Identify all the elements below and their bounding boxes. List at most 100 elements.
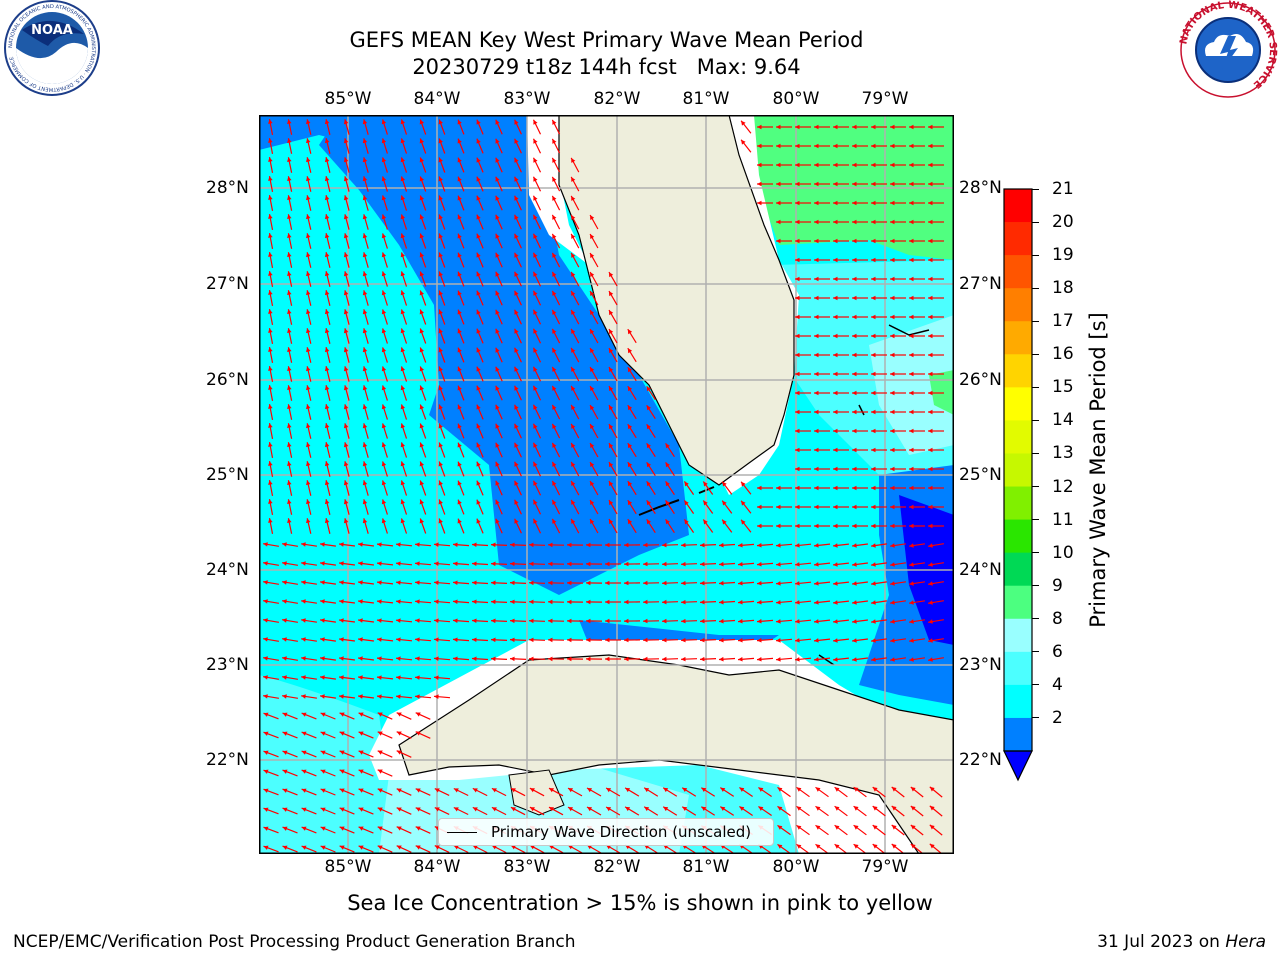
wave-arrow-head [606, 787, 612, 793]
wave-arrow-head [757, 638, 762, 643]
wave-arrow-head [453, 618, 458, 623]
wave-arrow-head [306, 423, 311, 429]
wave-arrow-head [381, 138, 387, 144]
colorbar-block [1004, 189, 1032, 223]
wave-arrow-head [282, 561, 287, 566]
wave-arrow-head [605, 599, 610, 605]
wave-arrow-head [324, 214, 330, 220]
wave-arrow-head [738, 562, 743, 567]
wave-arrow-head [852, 581, 857, 586]
wave-arrow-head [301, 694, 306, 699]
wave-arrow-head [776, 638, 781, 643]
wave-arrow-head [287, 290, 292, 295]
wave-arrow-head [362, 442, 368, 448]
wave-arrow-head [568, 845, 573, 850]
wave-arrow-head [552, 290, 557, 296]
wave-arrow-head [400, 157, 405, 163]
wave-arrow-head [358, 731, 364, 736]
wave-arrow-head [419, 214, 424, 220]
wave-arrow-head [833, 276, 838, 282]
wave-arrow-head [381, 233, 387, 239]
wave-arrow-head [453, 637, 458, 642]
wave-arrow-head [928, 447, 933, 453]
wave-arrow-head [571, 461, 576, 467]
wave-arrow-head [343, 138, 349, 144]
wave-arrow-head [643, 561, 648, 567]
wave-arrow-head [909, 257, 914, 263]
wave-arrow-head [400, 309, 405, 315]
wave-arrow-head [396, 845, 402, 850]
wave-arrow-head [377, 712, 383, 717]
wave-arrow-head [606, 806, 612, 812]
wave-arrow-head [681, 637, 686, 643]
wave-arrow-head [415, 580, 420, 585]
wave-arrow-head [777, 806, 783, 811]
wave-arrow-head [890, 562, 895, 567]
wave-arrow-head [909, 485, 914, 491]
wave-arrow-head [608, 272, 614, 278]
wave-arrow-head [738, 581, 743, 586]
wave-arrow-head [665, 462, 670, 468]
wave-arrow-head [287, 442, 292, 447]
lon-label-top: 85°W [324, 89, 372, 109]
wave-arrow-head [419, 480, 424, 486]
wave-arrow-head [306, 119, 311, 125]
wave-arrow-head [343, 442, 349, 448]
wave-arrow-head [419, 119, 424, 125]
wave-arrow-head [320, 656, 325, 661]
wave-arrow-head [400, 499, 405, 505]
wave-arrow-head [301, 750, 307, 755]
colorbar-tick-mark [1032, 618, 1039, 620]
lat-label-right: 26°N [959, 370, 1002, 390]
wave-arrow-head [608, 329, 614, 335]
wave-arrow-head [586, 656, 591, 662]
wave-arrow-head [438, 271, 443, 277]
wave-arrow-head [701, 787, 707, 792]
wave-arrow-head [586, 599, 591, 605]
wave-arrow-head [415, 694, 420, 699]
wave-arrow-head [400, 328, 405, 334]
wave-arrow-head [814, 562, 819, 567]
wave-arrow-head [590, 348, 595, 353]
wave-arrow-head [301, 845, 307, 850]
colorbar-tick-mark [1032, 254, 1039, 256]
wave-arrow-head [928, 428, 933, 434]
wave-arrow-head [684, 481, 689, 487]
wave-arrow-head [795, 314, 800, 320]
wave-arrow-head [415, 845, 421, 850]
lat-label-left: 26°N [206, 370, 249, 390]
wave-arrow-head [472, 561, 477, 566]
wave-arrow-head [533, 138, 538, 144]
wave-arrow-head [571, 271, 576, 277]
wave-arrow-head [287, 233, 292, 238]
wave-arrow-head [833, 562, 838, 567]
map-legend: Primary Wave Direction (unscaled) [438, 818, 774, 846]
wave-arrow-head [909, 162, 914, 168]
wave-arrow-head [514, 328, 519, 334]
wave-arrow-head [306, 309, 311, 315]
wave-arrow-head [457, 119, 462, 125]
wave-arrow-head [324, 518, 330, 524]
wave-arrow-head [324, 404, 330, 410]
wave-arrow-head [396, 561, 401, 566]
wave-arrow-head [571, 385, 576, 391]
wave-arrow-head [419, 366, 424, 372]
wave-arrow-head [457, 195, 462, 201]
wave-arrow-head [890, 409, 895, 415]
wave-arrow-head [320, 618, 325, 623]
wave-arrow-head [438, 423, 443, 429]
wave-arrow-head [684, 519, 689, 525]
wave-arrow-head [476, 271, 481, 277]
colorbar-block [1004, 222, 1032, 256]
wave-arrow-head [268, 176, 273, 181]
wave-arrow-head [358, 807, 364, 812]
wave-arrow-head [324, 290, 330, 296]
wave-arrow-head [871, 143, 876, 149]
colorbar-under-triangle [1003, 750, 1033, 782]
wave-arrow-head [343, 119, 349, 125]
wave-arrow-head [268, 366, 273, 371]
wave-arrow-head [476, 366, 481, 372]
footer-machine: Hera [1225, 932, 1266, 952]
wave-arrow-head [795, 600, 800, 605]
wave-arrow-head [928, 485, 933, 491]
